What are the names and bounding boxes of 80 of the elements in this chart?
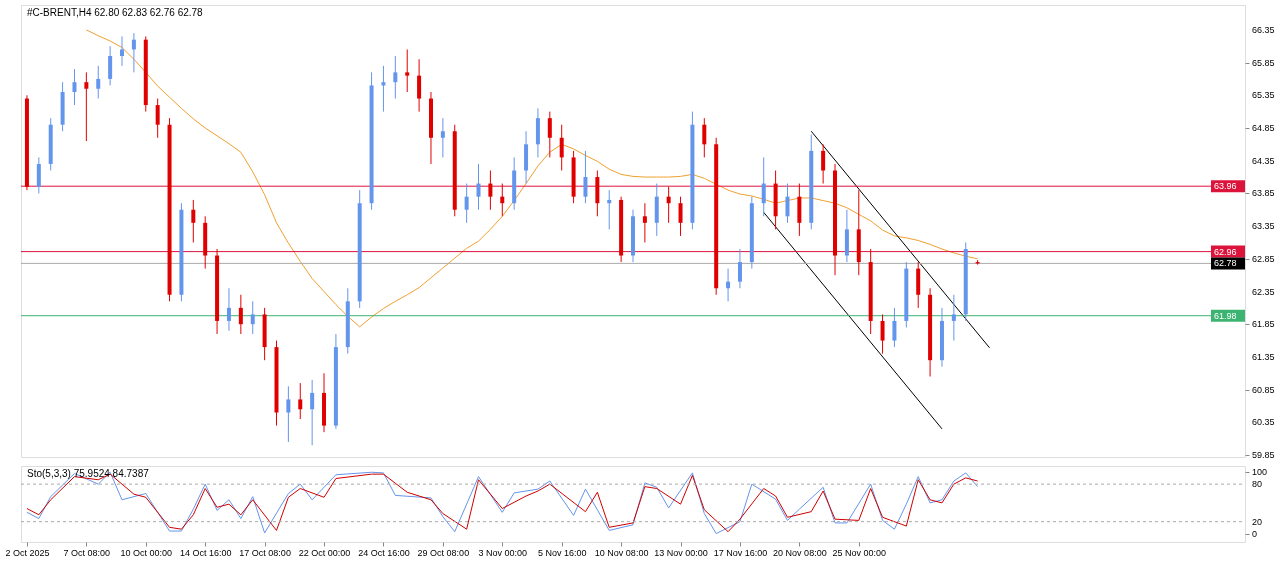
candlestick xyxy=(36,156,41,194)
candlestick xyxy=(108,45,113,86)
y-tick-label: 61.85 xyxy=(1252,319,1275,330)
candlestick xyxy=(892,307,897,348)
candlestick xyxy=(191,199,196,243)
x-tick-label: 17 Oct 08:00 xyxy=(239,547,291,558)
x-tick-label: 20 Nov 08:00 xyxy=(773,547,827,558)
ref-line-label: 62.96 xyxy=(1214,246,1237,257)
x-tick-label: 22 Oct 00:00 xyxy=(298,547,351,558)
y-tick-label: 62.35 xyxy=(1252,286,1275,297)
chart-title: #C-BRENT,H4 62.80 62.83 62.76 62.78 xyxy=(27,7,204,18)
candlestick xyxy=(583,150,588,204)
x-tick-label: 17 Nov 16:00 xyxy=(713,547,768,558)
x-tick-label: 5 Nov 16:00 xyxy=(537,547,587,558)
x-tick-label: 10 Nov 08:00 xyxy=(594,547,649,558)
x-tick-label: 24 Oct 16:00 xyxy=(358,547,410,558)
candlestick xyxy=(120,35,125,67)
x-tick-label: 13 Nov 00:00 xyxy=(654,547,708,558)
y-tick-label: 65.35 xyxy=(1252,90,1275,101)
x-tick-label: 2 Oct 2025 xyxy=(5,547,50,558)
candlestick xyxy=(286,385,291,443)
x-tick-label: 3 Nov 00:00 xyxy=(478,547,528,558)
candlestick xyxy=(951,294,956,342)
candlestick xyxy=(678,196,683,237)
candlestick xyxy=(84,71,89,142)
candlestick xyxy=(702,117,707,158)
candlestick xyxy=(559,124,564,171)
candlestick xyxy=(785,183,790,224)
candlestick xyxy=(226,287,231,332)
x-tick-label: 29 Oct 08:00 xyxy=(417,547,470,558)
x-tick-label: 14 Oct 16:00 xyxy=(179,547,232,558)
y-tick-label: 61.35 xyxy=(1252,351,1275,362)
y-tick-label: 60.85 xyxy=(1252,384,1275,395)
y-tick-label: 65.85 xyxy=(1252,57,1275,68)
line-series xyxy=(85,29,979,328)
y-tick-label: 63.85 xyxy=(1252,188,1275,199)
candlestick xyxy=(405,48,410,93)
candlestick xyxy=(238,294,243,335)
candlestick xyxy=(464,183,469,224)
candlestick xyxy=(547,111,552,158)
candlestick xyxy=(72,68,77,106)
y-tick-label: 63.35 xyxy=(1252,221,1275,232)
candlestick xyxy=(880,313,885,355)
y-tick-label: 59.85 xyxy=(1252,450,1275,461)
candlestick xyxy=(440,117,445,158)
y-tick-label: 60.35 xyxy=(1252,417,1275,428)
candlestick xyxy=(737,248,742,289)
candlestick xyxy=(298,382,303,420)
candlestick xyxy=(761,156,766,217)
candlestick xyxy=(726,268,731,302)
y-tick-label: 62.85 xyxy=(1252,253,1275,264)
candlestick xyxy=(393,55,398,100)
x-tick-label: 10 Oct 00:00 xyxy=(120,547,173,558)
y-tick-label: 100 xyxy=(1252,466,1268,477)
ref-line-label: 63.96 xyxy=(1214,181,1237,192)
candlestick xyxy=(250,300,255,335)
candlestick xyxy=(642,202,647,243)
candlestick xyxy=(607,189,612,230)
x-tick-label: 7 Oct 08:00 xyxy=(63,547,111,558)
y-tick-label: 0 xyxy=(1252,529,1258,540)
candlestick xyxy=(417,58,422,113)
candlestick xyxy=(155,98,160,139)
chart-title: Sto(5,3,3) 75.9524 84.7387 xyxy=(27,468,150,479)
candlestick xyxy=(666,186,671,224)
y-tick-label: 64.85 xyxy=(1252,122,1275,133)
candlestick xyxy=(310,379,315,446)
candlestick xyxy=(96,65,101,100)
ref-line-label: 62.78 xyxy=(1214,258,1237,269)
y-tick-label: 20 xyxy=(1252,516,1263,527)
y-tick-label: 64.35 xyxy=(1252,155,1275,166)
candlestick xyxy=(821,143,826,185)
x-tick-label: 25 Nov 00:00 xyxy=(832,547,887,558)
ref-line-label: 61.98 xyxy=(1214,310,1237,321)
candlestick xyxy=(476,163,481,211)
candlestick xyxy=(381,65,386,113)
y-tick-label: 66.35 xyxy=(1252,24,1275,35)
candlestick xyxy=(500,183,505,217)
candlestick xyxy=(488,169,493,211)
candlestick xyxy=(131,32,136,73)
y-tick-label: 80 xyxy=(1252,479,1263,490)
